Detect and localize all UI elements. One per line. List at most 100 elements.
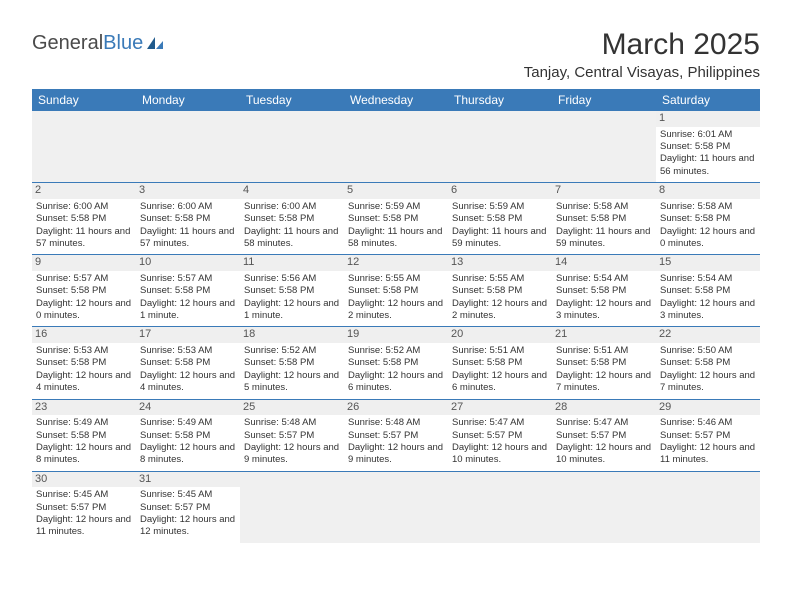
sunset-text: Sunset: 5:58 PM	[244, 357, 340, 369]
logo-sail-icon	[145, 35, 165, 51]
sunrise-text: Sunrise: 6:01 AM	[660, 129, 756, 141]
sunrise-text: Sunrise: 5:58 AM	[660, 201, 756, 213]
day-cell-empty	[448, 111, 552, 182]
sunrise-text: Sunrise: 6:00 AM	[244, 201, 340, 213]
sunset-text: Sunset: 5:58 PM	[140, 357, 236, 369]
sunset-text: Sunset: 5:58 PM	[140, 285, 236, 297]
day-number: 13	[448, 255, 552, 271]
daylight-text: Daylight: 12 hours and 11 minutes.	[660, 442, 756, 467]
day-number: 5	[344, 183, 448, 199]
sunrise-text: Sunrise: 5:57 AM	[140, 273, 236, 285]
daylight-text: Daylight: 12 hours and 3 minutes.	[660, 298, 756, 323]
day-number: 8	[656, 183, 760, 199]
day-cell: 25Sunrise: 5:48 AMSunset: 5:57 PMDayligh…	[240, 400, 344, 471]
daylight-text: Daylight: 12 hours and 12 minutes.	[140, 514, 236, 539]
day-cell: 26Sunrise: 5:48 AMSunset: 5:57 PMDayligh…	[344, 400, 448, 471]
day-number: 25	[240, 400, 344, 416]
day-cell: 7Sunrise: 5:58 AMSunset: 5:58 PMDaylight…	[552, 183, 656, 254]
day-cell: 23Sunrise: 5:49 AMSunset: 5:58 PMDayligh…	[32, 400, 136, 471]
day-info: Sunrise: 5:51 AMSunset: 5:58 PMDaylight:…	[452, 345, 548, 394]
header: GeneralBlue March 2025 Tanjay, Central V…	[32, 28, 760, 81]
day-number: 22	[656, 327, 760, 343]
day-cell: 12Sunrise: 5:55 AMSunset: 5:58 PMDayligh…	[344, 255, 448, 326]
sunset-text: Sunset: 5:57 PM	[36, 502, 132, 514]
day-info: Sunrise: 5:56 AMSunset: 5:58 PMDaylight:…	[244, 273, 340, 322]
daylight-text: Daylight: 12 hours and 4 minutes.	[36, 370, 132, 395]
sunrise-text: Sunrise: 5:59 AM	[452, 201, 548, 213]
daylight-text: Daylight: 12 hours and 8 minutes.	[140, 442, 236, 467]
sunrise-text: Sunrise: 5:57 AM	[36, 273, 132, 285]
day-cell: 22Sunrise: 5:50 AMSunset: 5:58 PMDayligh…	[656, 327, 760, 398]
day-info: Sunrise: 5:54 AMSunset: 5:58 PMDaylight:…	[660, 273, 756, 322]
day-number: 29	[656, 400, 760, 416]
day-cell: 27Sunrise: 5:47 AMSunset: 5:57 PMDayligh…	[448, 400, 552, 471]
day-number: 6	[448, 183, 552, 199]
sunset-text: Sunset: 5:58 PM	[660, 357, 756, 369]
sunrise-text: Sunrise: 5:47 AM	[556, 417, 652, 429]
sunrise-text: Sunrise: 5:50 AM	[660, 345, 756, 357]
sunrise-text: Sunrise: 5:52 AM	[348, 345, 444, 357]
day-number: 10	[136, 255, 240, 271]
sunrise-text: Sunrise: 6:00 AM	[36, 201, 132, 213]
sunset-text: Sunset: 5:58 PM	[140, 430, 236, 442]
daylight-text: Daylight: 12 hours and 10 minutes.	[556, 442, 652, 467]
day-cell: 4Sunrise: 6:00 AMSunset: 5:58 PMDaylight…	[240, 183, 344, 254]
daylight-text: Daylight: 11 hours and 59 minutes.	[556, 226, 652, 251]
weekday-header: Wednesday	[344, 89, 448, 111]
day-number: 2	[32, 183, 136, 199]
calendar-grid: SundayMondayTuesdayWednesdayThursdayFrid…	[32, 89, 760, 543]
sunset-text: Sunset: 5:58 PM	[244, 213, 340, 225]
sunrise-text: Sunrise: 5:45 AM	[36, 489, 132, 501]
day-info: Sunrise: 5:58 AMSunset: 5:58 PMDaylight:…	[556, 201, 652, 250]
day-info: Sunrise: 5:49 AMSunset: 5:58 PMDaylight:…	[36, 417, 132, 466]
sunset-text: Sunset: 5:57 PM	[452, 430, 548, 442]
logo: GeneralBlue	[32, 32, 165, 55]
sunset-text: Sunset: 5:58 PM	[452, 357, 548, 369]
day-info: Sunrise: 5:57 AMSunset: 5:58 PMDaylight:…	[140, 273, 236, 322]
weeks-container: 1Sunrise: 6:01 AMSunset: 5:58 PMDaylight…	[32, 111, 760, 543]
sunset-text: Sunset: 5:58 PM	[660, 285, 756, 297]
sunset-text: Sunset: 5:58 PM	[348, 357, 444, 369]
sunrise-text: Sunrise: 5:55 AM	[348, 273, 444, 285]
day-number: 20	[448, 327, 552, 343]
sunrise-text: Sunrise: 5:46 AM	[660, 417, 756, 429]
sunset-text: Sunset: 5:58 PM	[36, 357, 132, 369]
daylight-text: Daylight: 11 hours and 56 minutes.	[660, 153, 756, 178]
day-info: Sunrise: 6:00 AMSunset: 5:58 PMDaylight:…	[244, 201, 340, 250]
sunset-text: Sunset: 5:58 PM	[556, 285, 652, 297]
daylight-text: Daylight: 12 hours and 9 minutes.	[348, 442, 444, 467]
sunset-text: Sunset: 5:58 PM	[660, 141, 756, 153]
sunrise-text: Sunrise: 5:51 AM	[452, 345, 548, 357]
sunset-text: Sunset: 5:58 PM	[36, 430, 132, 442]
day-cell-empty	[136, 111, 240, 182]
sunset-text: Sunset: 5:58 PM	[36, 285, 132, 297]
day-number: 27	[448, 400, 552, 416]
daylight-text: Daylight: 12 hours and 5 minutes.	[244, 370, 340, 395]
weekday-header: Sunday	[32, 89, 136, 111]
daylight-text: Daylight: 12 hours and 8 minutes.	[36, 442, 132, 467]
sunrise-text: Sunrise: 5:51 AM	[556, 345, 652, 357]
sunset-text: Sunset: 5:58 PM	[244, 285, 340, 297]
day-cell: 29Sunrise: 5:46 AMSunset: 5:57 PMDayligh…	[656, 400, 760, 471]
sunrise-text: Sunrise: 5:48 AM	[348, 417, 444, 429]
sunrise-text: Sunrise: 5:49 AM	[140, 417, 236, 429]
week-row: 23Sunrise: 5:49 AMSunset: 5:58 PMDayligh…	[32, 400, 760, 472]
day-info: Sunrise: 5:55 AMSunset: 5:58 PMDaylight:…	[452, 273, 548, 322]
sunset-text: Sunset: 5:57 PM	[244, 430, 340, 442]
weekday-header: Monday	[136, 89, 240, 111]
day-info: Sunrise: 5:46 AMSunset: 5:57 PMDaylight:…	[660, 417, 756, 466]
day-info: Sunrise: 5:51 AMSunset: 5:58 PMDaylight:…	[556, 345, 652, 394]
day-info: Sunrise: 5:49 AMSunset: 5:58 PMDaylight:…	[140, 417, 236, 466]
sunrise-text: Sunrise: 5:55 AM	[452, 273, 548, 285]
day-info: Sunrise: 5:59 AMSunset: 5:58 PMDaylight:…	[348, 201, 444, 250]
sunrise-text: Sunrise: 5:52 AM	[244, 345, 340, 357]
day-cell: 18Sunrise: 5:52 AMSunset: 5:58 PMDayligh…	[240, 327, 344, 398]
day-cell-empty	[656, 472, 760, 543]
day-info: Sunrise: 5:58 AMSunset: 5:58 PMDaylight:…	[660, 201, 756, 250]
sunset-text: Sunset: 5:58 PM	[556, 213, 652, 225]
day-info: Sunrise: 5:53 AMSunset: 5:58 PMDaylight:…	[140, 345, 236, 394]
sunrise-text: Sunrise: 5:54 AM	[660, 273, 756, 285]
week-row: 16Sunrise: 5:53 AMSunset: 5:58 PMDayligh…	[32, 327, 760, 399]
day-number: 31	[136, 472, 240, 488]
day-number: 17	[136, 327, 240, 343]
